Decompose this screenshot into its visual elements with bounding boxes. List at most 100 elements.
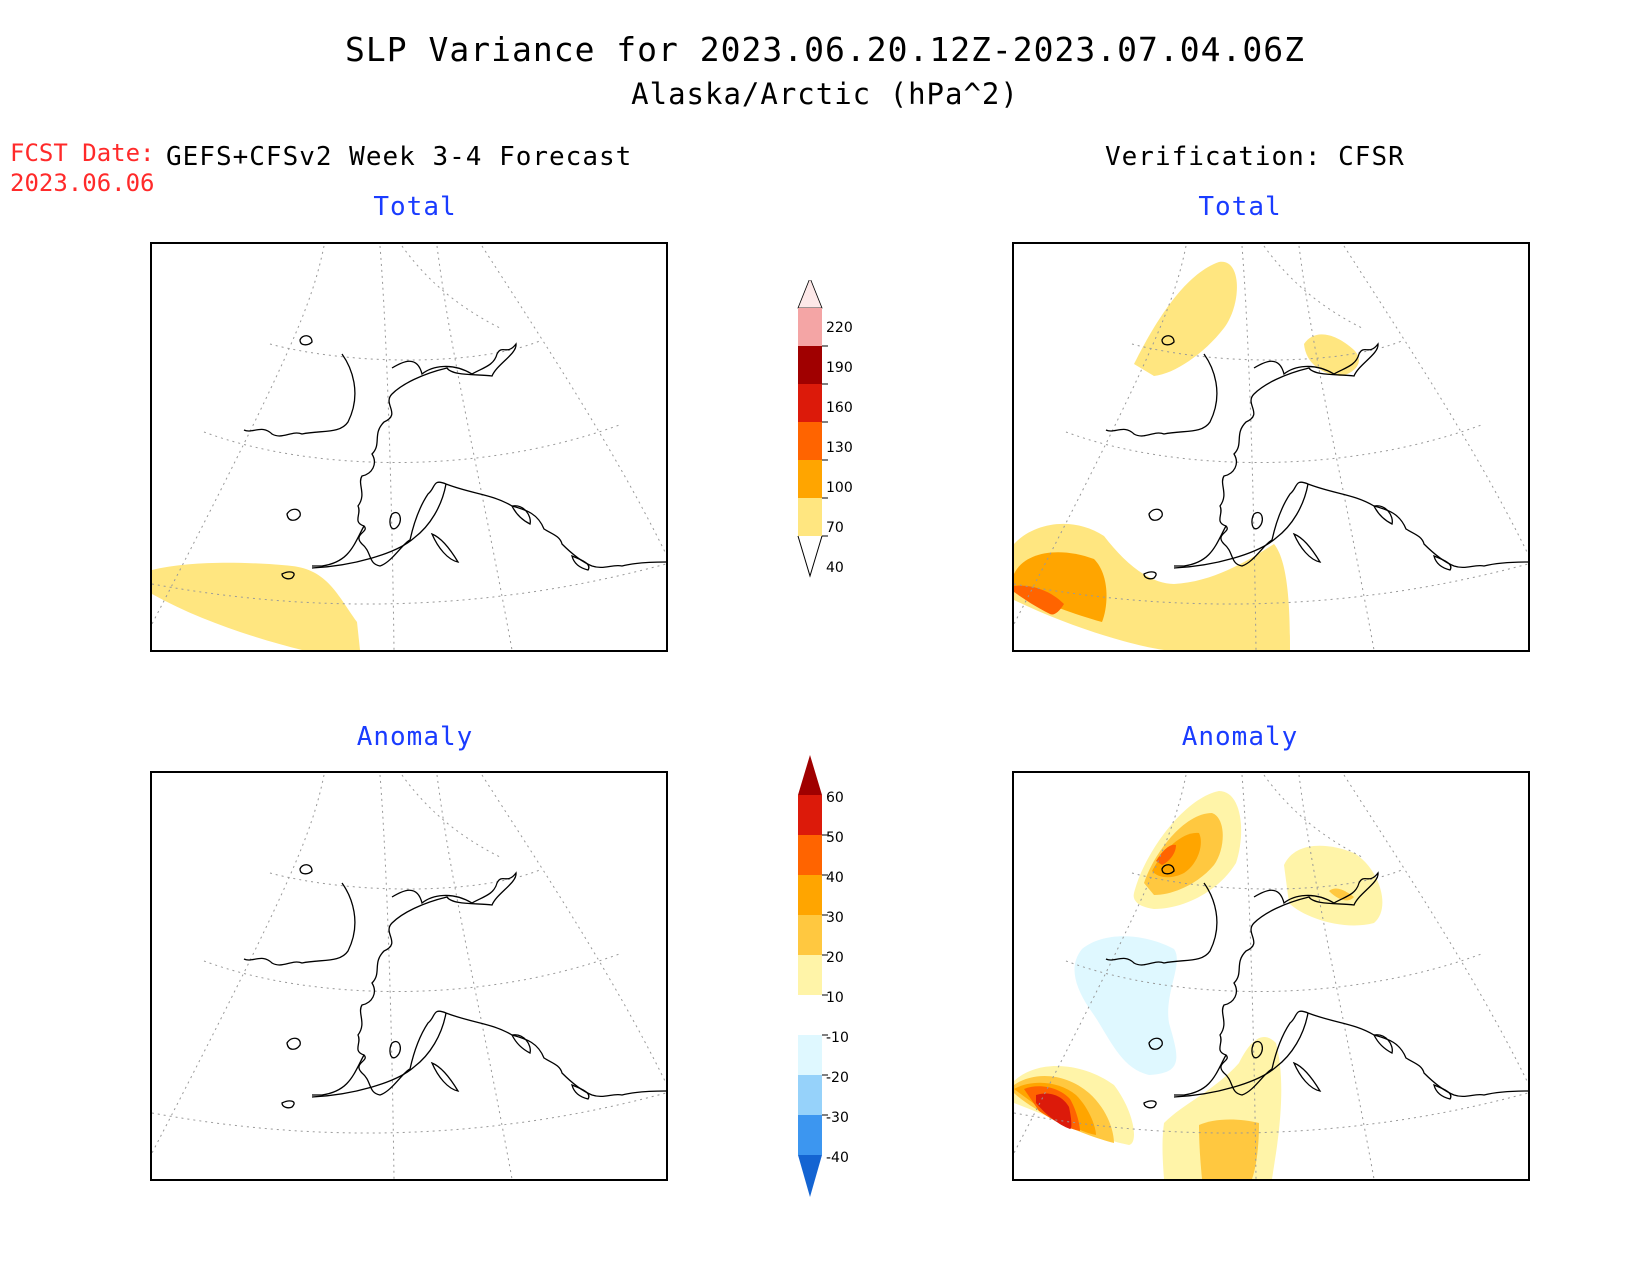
graticule-line [269,868,543,890]
coastline [286,1037,301,1050]
colorbar-top-triangle [798,755,822,795]
colorbar-top-triangle [797,280,823,309]
verification-column-header: Verification: CFSR [1105,142,1405,172]
graticule-line [1298,774,1375,1179]
alaska-map-base [152,245,666,650]
coastline [511,1034,531,1054]
coastline [1251,511,1264,530]
fcst-date-value: 2023.06.06 [10,169,155,197]
fcst-date-label-text: FCST Date: [10,139,155,167]
total-colorbar-label: 70 [826,520,844,536]
anomaly-colorbar-label: 30 [826,910,844,926]
verification-total-title: Total [1198,192,1282,222]
coastline [1148,1037,1163,1050]
verification-anomaly-shading [1014,791,1383,1179]
coastline [1373,505,1393,525]
anomaly-colorbar-label: 40 [826,870,844,886]
total-colorbar-label: 190 [826,360,853,376]
coastline [1143,571,1157,580]
total-colorbar-label: 100 [826,480,853,496]
coastline [1173,483,1309,569]
anomaly-colorbar-label: 60 [826,790,844,806]
coastline [1174,1054,1227,1096]
coastline [357,342,666,569]
total-colorbar-label: 160 [826,400,853,416]
graticule-line [152,774,325,1154]
forecast-column-header: GEFS+CFSv2 Week 3-4 Forecast [166,142,633,172]
graticule-line [481,245,666,555]
coastline [281,1100,295,1109]
colorbar-box [798,498,822,536]
coastline [1105,882,1218,966]
coastline [430,1061,460,1092]
verification-anomaly-title: Anomaly [1181,722,1299,752]
forecast-total-title: Total [373,192,457,222]
alaska-map-base [1014,245,1528,650]
coastline [389,1040,402,1059]
colorbar-box [798,346,822,384]
coastline [1219,871,1528,1098]
chart-subtitle: Alaska/Arctic (hPa^2) [631,77,1019,111]
coastline [311,483,447,569]
colorbar-box [798,1035,822,1075]
colorbar-bottom-triangle [798,1155,822,1197]
coastline [281,571,295,580]
coastline [1174,525,1227,567]
graticule-line [1263,774,1363,858]
coastline [357,871,666,1098]
colorbar-box [798,384,822,422]
graticule-line [1263,245,1363,329]
coastline [312,525,365,567]
verification-anomaly-map [1012,771,1530,1181]
total-colorbar-label: 220 [826,320,853,336]
colorbar-bottom-triangle [797,535,823,578]
graticule-line [1343,245,1528,555]
graticule-line [1065,423,1485,463]
coastline [1292,1061,1322,1092]
graticule-line [1014,774,1187,1154]
graticule-line [152,245,325,625]
total-colorbar-boxes [797,280,828,578]
graticule-line [401,245,501,329]
total-colorbar-labels: 220 190 160 130 100 70 40 [826,320,853,576]
coastline [571,554,590,571]
total-colorbar-label: 130 [826,440,853,456]
anomaly-colorbar-label: 20 [826,950,844,966]
graticule-line [1065,952,1485,992]
graticule-line [1343,774,1528,1084]
coastline [389,511,402,530]
colorbar-box [798,955,822,995]
anomaly-colorbar-label: -10 [826,1030,849,1046]
coastline [243,882,356,966]
coastline [1292,532,1322,563]
colorbar-box [798,875,822,915]
graticule-line [269,339,543,361]
anomaly-colorbar-label: 50 [826,830,844,846]
coastline [286,508,301,521]
anomaly-colorbar: 60 50 40 30 20 10 -10 -20 -30 -40 [798,755,849,1197]
coastline [311,1012,447,1098]
graticule-line [1131,339,1405,361]
anomaly-colorbar-label: -20 [826,1070,849,1086]
colorbar-box [798,460,822,498]
graticule-line [1014,563,1528,605]
graticule-line [436,774,513,1179]
colorbar-box [798,1075,822,1115]
coastline [1433,1083,1452,1100]
anomaly-colorbar-label: -30 [826,1110,849,1126]
anomaly-colorbar-label: 10 [826,990,844,1006]
colorbar-box [798,308,822,346]
chart-title: SLP Variance for 2023.06.20.12Z-2023.07.… [345,30,1305,69]
forecast-total-shading [152,562,360,650]
forecast-total-map [150,242,668,652]
graticule-line [379,245,395,650]
coastline [1251,1040,1264,1059]
coastline [299,864,313,875]
colorbar-box [798,422,822,460]
graticule-line [1014,245,1187,625]
colorbar-box [798,995,822,1035]
coastline [1105,353,1218,437]
verification-total-shading [1014,261,1359,650]
anomaly-colorbar-labels: 60 50 40 30 20 10 -10 -20 -30 -40 [826,790,849,1166]
colorbar-box [798,795,822,835]
